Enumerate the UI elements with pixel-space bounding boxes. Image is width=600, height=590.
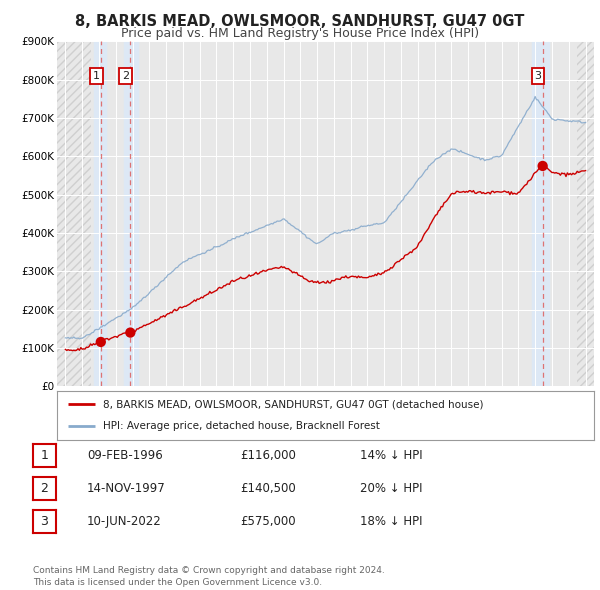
Text: 10-JUN-2022: 10-JUN-2022: [87, 515, 162, 528]
Bar: [94, 41, 106, 386]
Text: £116,000: £116,000: [240, 449, 296, 462]
Point: [96, 337, 106, 347]
Text: 1: 1: [93, 71, 100, 81]
Text: Price paid vs. HM Land Registry's House Price Index (HPI): Price paid vs. HM Land Registry's House …: [121, 27, 479, 40]
Text: 20% ↓ HPI: 20% ↓ HPI: [360, 482, 422, 495]
Text: 09-FEB-1996: 09-FEB-1996: [87, 449, 163, 462]
Text: 14-NOV-1997: 14-NOV-1997: [87, 482, 166, 495]
Text: HPI: Average price, detached house, Bracknell Forest: HPI: Average price, detached house, Brac…: [103, 421, 380, 431]
Text: 3: 3: [534, 71, 541, 81]
Text: £575,000: £575,000: [240, 515, 296, 528]
Point: [538, 161, 547, 171]
Bar: [577, 41, 594, 386]
Text: 2: 2: [122, 71, 130, 81]
Text: 14% ↓ HPI: 14% ↓ HPI: [360, 449, 422, 462]
Bar: [57, 41, 91, 386]
Text: 18% ↓ HPI: 18% ↓ HPI: [360, 515, 422, 528]
Text: 2: 2: [40, 482, 49, 495]
Text: 8, BARKIS MEAD, OWLSMOOR, SANDHURST, GU47 0GT (detached house): 8, BARKIS MEAD, OWLSMOOR, SANDHURST, GU4…: [103, 399, 483, 409]
Bar: [124, 41, 137, 386]
Bar: [532, 41, 548, 386]
Text: 8, BARKIS MEAD, OWLSMOOR, SANDHURST, GU47 0GT: 8, BARKIS MEAD, OWLSMOOR, SANDHURST, GU4…: [76, 14, 524, 29]
Text: 1: 1: [40, 449, 49, 462]
Text: £140,500: £140,500: [240, 482, 296, 495]
Text: 3: 3: [40, 515, 49, 528]
Text: Contains HM Land Registry data © Crown copyright and database right 2024.
This d: Contains HM Land Registry data © Crown c…: [33, 566, 385, 587]
Point: [125, 328, 135, 337]
